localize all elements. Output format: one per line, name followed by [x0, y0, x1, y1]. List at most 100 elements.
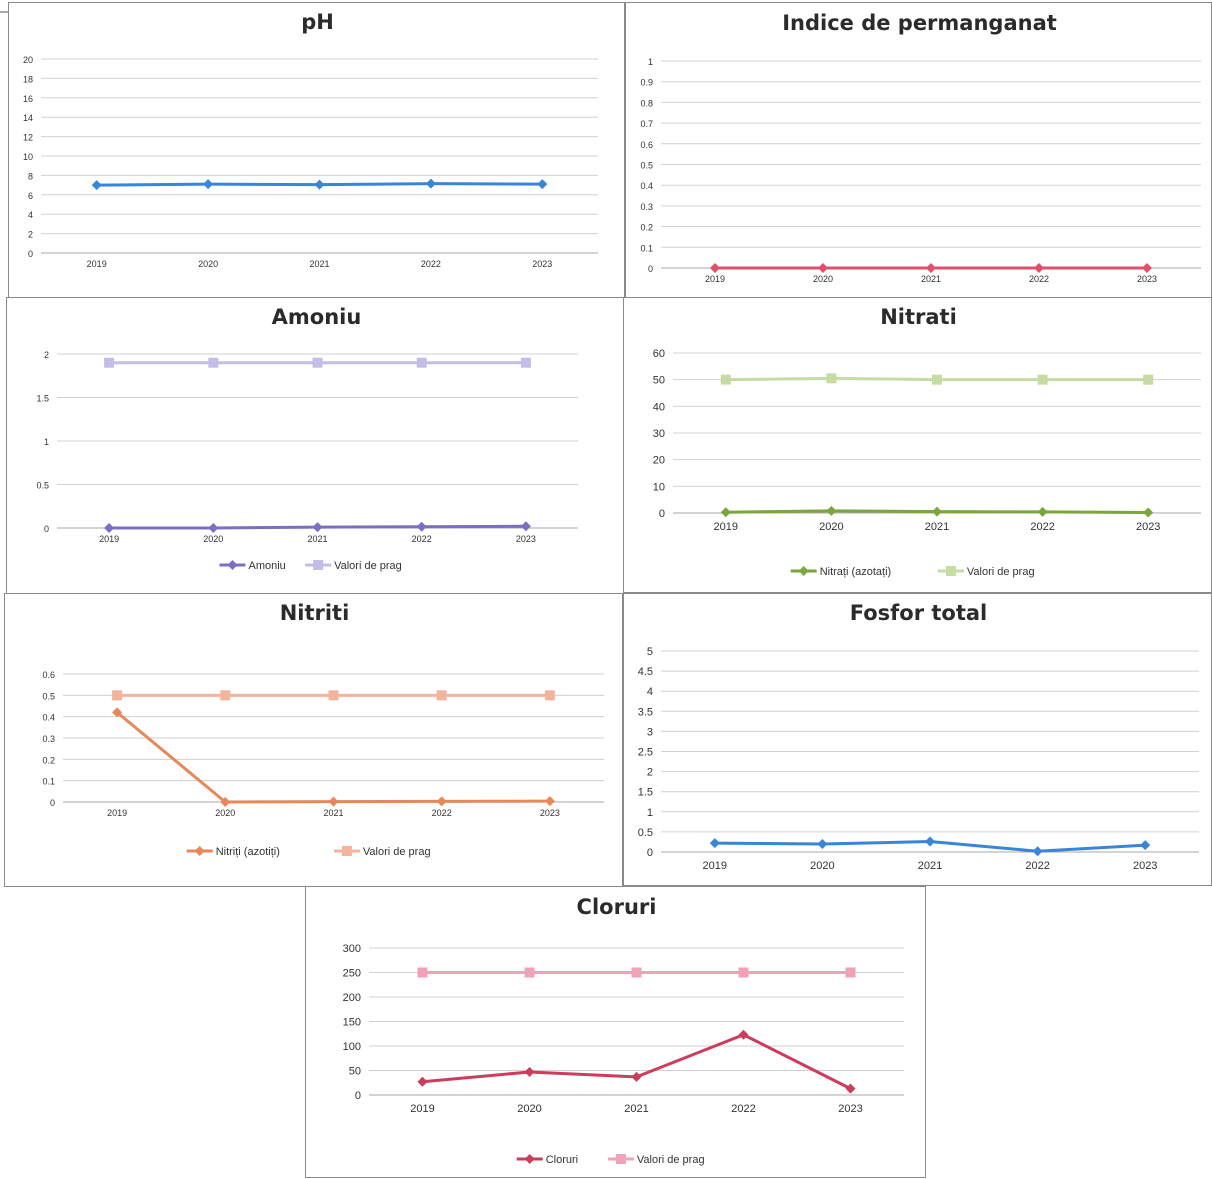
- data-point: [1140, 840, 1151, 851]
- x-tick-label: 2021: [918, 860, 942, 872]
- legend: Nitriți (azotiți) Valori de prag: [186, 846, 431, 858]
- y-tick-label: 40: [653, 401, 665, 413]
- y-tick-label: 20: [653, 455, 665, 467]
- data-point: [926, 263, 936, 273]
- data-point: [710, 263, 720, 273]
- chart-nitrati: Nitrati 0 10 20 30 40 50 60 2019 2020 2021 2022 2023…: [653, 305, 1201, 578]
- legend-item: Nitriți (azotiți): [186, 846, 280, 858]
- x-tick-label: 2019: [410, 1103, 434, 1115]
- y-tick-label: 0: [50, 798, 55, 808]
- data-point: [1037, 374, 1048, 385]
- x-tick-label: 2023: [1136, 521, 1160, 533]
- x-tick-label: 2020: [203, 534, 223, 544]
- data-point: [425, 178, 436, 189]
- series-nitra-i-azota-i-: [720, 505, 1154, 518]
- y-tick-label: 16: [23, 94, 33, 104]
- x-tick-label: 2020: [215, 808, 235, 818]
- x-tick-label: 2021: [624, 1103, 648, 1115]
- data-point: [520, 357, 531, 368]
- y-tick-label: 8: [28, 171, 33, 181]
- chart-panel-nitrati: Nitrati 0 10 20 30 40 50 60 2019 2020 2021 2022 2023…: [623, 297, 1212, 593]
- legend-swatch-marker: [227, 560, 238, 570]
- y-tick-label: 150: [343, 1017, 361, 1029]
- x-tick-label: 2019: [107, 808, 127, 818]
- series-ph: [91, 178, 548, 191]
- legend-label: Nitriți (azotiți): [216, 846, 280, 858]
- data-point: [932, 374, 942, 385]
- data-point: [826, 505, 837, 516]
- y-tick-label: 2.5: [638, 747, 653, 759]
- legend-label: Valori de prag: [967, 566, 1035, 578]
- y-tick-label: 1.5: [638, 787, 653, 799]
- chart-title: Nitrati: [880, 305, 957, 329]
- x-tick-label: 2019: [705, 274, 725, 284]
- y-tick-label: 30: [653, 428, 665, 440]
- data-point: [1032, 846, 1043, 857]
- y-tick-label: 20: [23, 55, 33, 65]
- chart-panel-fosfor: Fosfor total 0 0.5 1 1.5 2 2.5 3 3.5 4 4.5 5 2019 202…: [623, 593, 1212, 886]
- y-tick-label: 0.3: [42, 734, 55, 744]
- y-tick-label: 0.5: [640, 161, 653, 171]
- chart-title: pH: [301, 10, 334, 34]
- y-tick-label: 0.5: [36, 481, 49, 491]
- y-tick-label: 10: [23, 152, 33, 162]
- x-tick-label: 2020: [819, 521, 843, 533]
- y-tick-label: 0.2: [640, 223, 653, 233]
- y-tick-label: 1: [648, 57, 653, 67]
- y-tick-label: 0.1: [640, 243, 653, 253]
- y-tick-label: 14: [23, 113, 33, 123]
- data-point: [738, 1029, 749, 1040]
- x-tick-label: 2022: [1029, 274, 1049, 284]
- y-tick-label: 0.9: [640, 78, 653, 88]
- data-point: [738, 967, 749, 978]
- x-tick-label: 2019: [703, 860, 727, 872]
- x-tick-label: 2022: [421, 259, 441, 269]
- y-tick-label: 4.5: [638, 666, 653, 678]
- data-point: [524, 1066, 535, 1077]
- x-tick-label: 2021: [323, 808, 343, 818]
- y-tick-label: 6: [28, 191, 33, 201]
- series-fosfor: [709, 836, 1151, 857]
- y-tick-label: 1: [44, 437, 49, 447]
- y-tick-label: 50: [653, 375, 665, 387]
- y-tick-label: 0.8: [640, 98, 653, 108]
- chart-fosfor: Fosfor total 0 0.5 1 1.5 2 2.5 3 3.5 4 4.5 5 2019 202…: [638, 601, 1199, 872]
- data-point: [720, 507, 731, 518]
- data-point: [314, 179, 325, 190]
- series-cloruri: [417, 1029, 856, 1094]
- data-point: [631, 1071, 642, 1082]
- series-valori-de-prag: [112, 690, 555, 701]
- gridlines: [57, 353, 578, 529]
- x-tick-label: 2023: [540, 808, 560, 818]
- y-tick-label: 5: [647, 646, 653, 658]
- data-point: [544, 690, 555, 701]
- data-point: [520, 521, 531, 532]
- y-tick-label: 60: [653, 348, 665, 360]
- series-valori-de-prag: [417, 967, 856, 978]
- data-point: [845, 967, 856, 978]
- chart-panel-cloruri: Cloruri 0 50 100 150 200 250 300 2019 2020 2021 202…: [305, 886, 926, 1178]
- data-point: [417, 1076, 428, 1087]
- data-point: [845, 1083, 856, 1094]
- x-tick-label: 2023: [532, 259, 552, 269]
- y-tick-label: 0: [28, 249, 33, 259]
- chart-panel-amoniu: Amoniu 0 0.5 1 1.5 2 2019 2020 2021 2022 2023 Amoni…: [6, 297, 625, 595]
- y-tick-label: 200: [343, 992, 361, 1004]
- data-point: [208, 357, 219, 368]
- legend-swatch-marker: [615, 1154, 626, 1164]
- data-point: [817, 838, 828, 849]
- data-point: [709, 838, 720, 849]
- legend-item: Nitrați (azotați): [790, 566, 891, 578]
- y-tick-label: 0.6: [640, 140, 653, 150]
- legend-swatch-marker: [341, 846, 352, 856]
- y-tick-label: 0.4: [640, 181, 653, 191]
- chart-amoniu: Amoniu 0 0.5 1 1.5 2 2019 2020 2021 2022 2023 Amoni…: [36, 305, 578, 572]
- x-tick-label: 2020: [810, 860, 834, 872]
- legend-label: Valori de prag: [334, 560, 402, 572]
- legend-item: Valori de prag: [305, 560, 402, 572]
- y-tick-label: 0: [647, 847, 653, 859]
- y-tick-label: 2: [647, 767, 653, 779]
- y-tick-label: 50: [349, 1066, 361, 1078]
- data-point: [416, 357, 427, 368]
- data-point: [932, 506, 942, 517]
